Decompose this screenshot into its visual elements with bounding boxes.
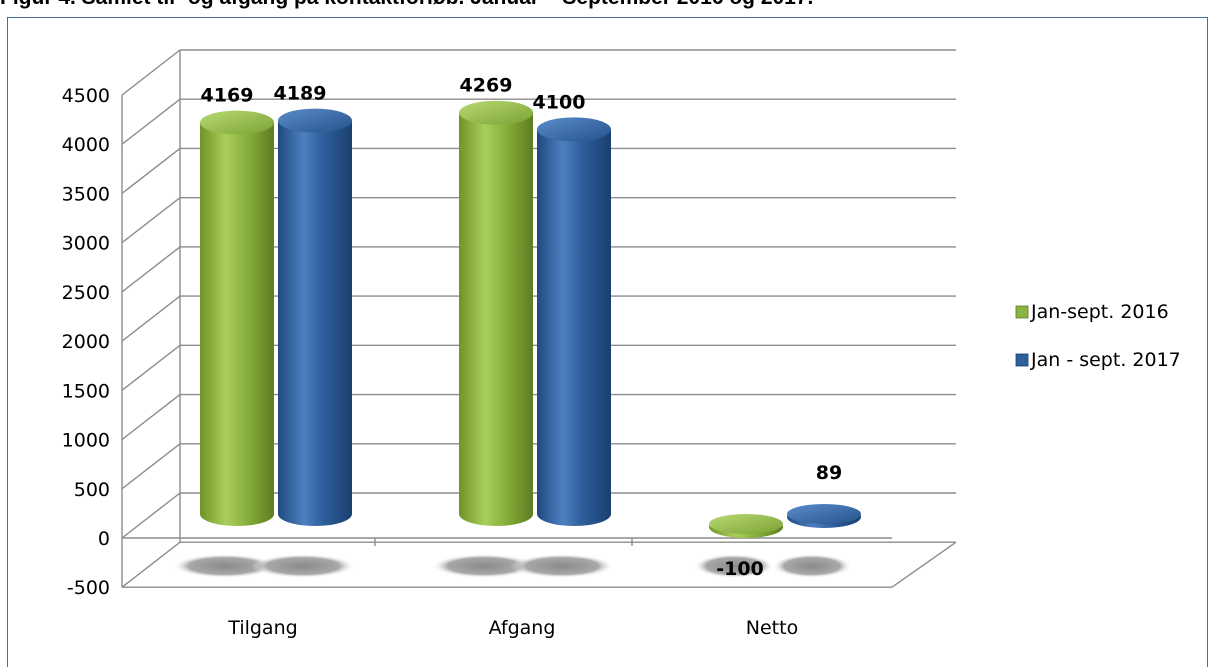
y-tick-label: -500 <box>67 577 110 599</box>
bar-cylinder-base <box>200 502 274 526</box>
legend-swatch <box>1015 353 1029 367</box>
data-label: 4189 <box>274 83 327 105</box>
legend-swatch <box>1015 305 1029 319</box>
chart-svg: 4500 4000 3500 3000 2500 2000 1500 1000 500 0 -500… <box>62 49 1181 639</box>
bar-shadow <box>432 554 536 578</box>
y-tick-label: 2500 <box>62 282 110 304</box>
chart-title: Figur 4. Samlet til- og afgang på kontak… <box>0 0 1217 16</box>
x-category-label: Netto <box>746 617 798 639</box>
bar-cylinder-base <box>537 502 611 526</box>
bar-cylinder-top <box>200 110 274 135</box>
bar-cylinder-body <box>278 120 352 515</box>
bar-cylinder-body <box>459 112 533 515</box>
gridline-side <box>121 344 181 391</box>
data-label: 89 <box>816 462 842 484</box>
y-tick-label: 1500 <box>62 380 110 402</box>
y-tick-label: 2000 <box>62 331 110 353</box>
gridline-side <box>121 49 181 96</box>
y-tick-label: 1000 <box>62 430 110 452</box>
gridline-side <box>121 394 181 441</box>
bar-shadow <box>251 554 355 578</box>
gridline-side <box>121 98 181 145</box>
bar-cylinder-base <box>278 502 352 526</box>
bar-shadow <box>772 554 852 578</box>
gridline-side <box>121 246 181 293</box>
legend-label: Jan - sept. 2017 <box>1030 349 1181 371</box>
data-label: 4100 <box>533 91 586 113</box>
bar-shadow <box>694 554 774 578</box>
x-category-label: Tilgang <box>227 617 297 639</box>
bar-cylinder-top <box>278 108 352 133</box>
bar-cylinder-top <box>459 100 533 125</box>
gridline-side <box>121 295 181 342</box>
bar-cylinder-top <box>537 117 611 142</box>
data-label: 4169 <box>201 85 254 107</box>
gridline-side <box>121 443 181 490</box>
chart-frame <box>7 17 1208 667</box>
bar-shadow <box>510 554 614 578</box>
bar-shadow <box>173 554 277 578</box>
y-tick-label: 500 <box>74 479 110 501</box>
gridline-side <box>121 197 181 244</box>
bar-cylinder-body <box>537 129 611 514</box>
data-label: 4269 <box>460 75 513 97</box>
bar-cylinder-body <box>200 122 274 514</box>
bar-cylinder-top <box>787 504 861 524</box>
bar-cylinder-base <box>459 502 533 526</box>
y-tick-label: 0 <box>98 528 110 550</box>
bar-cylinder-top <box>709 514 783 534</box>
legend-label: Jan-sept. 2016 <box>1030 301 1169 323</box>
y-tick-label: 3000 <box>62 233 110 255</box>
y-tick-label: 4500 <box>62 85 110 107</box>
y-tick-label: 3500 <box>62 183 110 205</box>
x-category-label: Afgang <box>489 617 556 639</box>
y-tick-label: 4000 <box>62 134 110 156</box>
data-label: -100 <box>716 558 764 580</box>
floor-right-edge <box>891 541 957 588</box>
gridline-side <box>121 541 181 588</box>
gridline-side <box>121 147 181 194</box>
gridline-side <box>121 492 181 539</box>
